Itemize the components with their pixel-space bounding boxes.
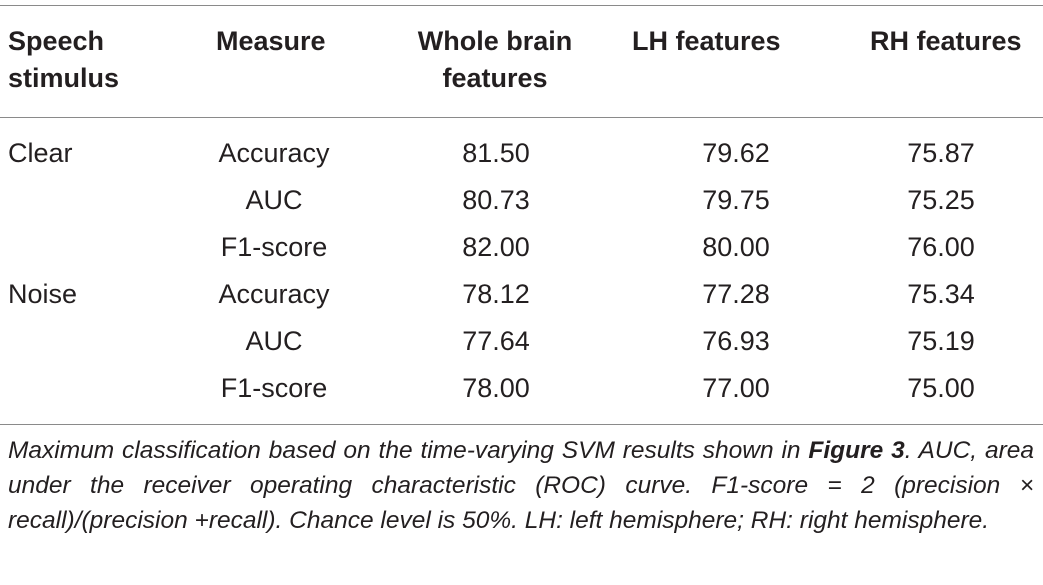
table-row: AUC 77.64 76.93 75.19 (0, 318, 1043, 365)
header-whole-brain-features: Whole brain features (410, 23, 580, 97)
table-row: Noise Accuracy 78.12 77.28 75.34 (0, 271, 1043, 318)
cell-measure: AUC (245, 185, 303, 215)
cell-lh: 79.62 (702, 138, 770, 168)
header-speech-stimulus: Speech stimulus (8, 23, 119, 97)
cell-lh: 80.00 (702, 232, 770, 262)
table-row: F1-score 82.00 80.00 76.00 (0, 224, 1043, 271)
table-caption: Maximum classification based on the time… (8, 433, 1034, 538)
table-row: AUC 80.73 79.75 75.25 (0, 177, 1043, 224)
table-row: F1-score 78.00 77.00 75.00 (0, 365, 1043, 412)
cell-stimulus: Noise (8, 279, 78, 309)
cell-rh: 75.34 (907, 279, 975, 309)
header-lh-features: LH features (632, 26, 781, 56)
header-whole-brain-line2: features (442, 63, 548, 93)
cell-whole-brain: 80.73 (462, 185, 530, 215)
cell-whole-brain: 77.64 (462, 326, 530, 356)
caption-text-part1: Maximum classification based on the time… (8, 437, 809, 464)
cell-lh: 76.93 (702, 326, 770, 356)
header-speech-stimulus-line2: stimulus (8, 63, 120, 93)
header-rule (0, 117, 1043, 118)
cell-rh: 76.00 (907, 232, 975, 262)
header-rh-features: RH features (870, 26, 1022, 56)
cell-measure: AUC (245, 326, 303, 356)
table-top-rule (0, 5, 1043, 6)
cell-measure: Accuracy (218, 279, 330, 309)
table-row: Clear Accuracy 81.50 79.62 75.87 (0, 130, 1043, 177)
cell-rh: 75.00 (907, 373, 975, 403)
cell-measure: Accuracy (218, 138, 330, 168)
cell-rh: 75.25 (907, 185, 975, 215)
cell-whole-brain: 81.50 (462, 138, 530, 168)
cell-whole-brain: 82.00 (462, 232, 530, 262)
cell-rh: 75.87 (907, 138, 975, 168)
results-table-body: Clear Accuracy 81.50 79.62 75.87 AUC 80.… (0, 130, 1043, 412)
cell-whole-brain: 78.00 (462, 373, 530, 403)
cell-lh: 77.00 (702, 373, 770, 403)
cell-lh: 79.75 (702, 185, 770, 215)
cell-measure: F1-score (220, 232, 328, 262)
caption-figure-link[interactable]: Figure 3 (808, 437, 905, 464)
cell-whole-brain: 78.12 (462, 279, 530, 309)
header-whole-brain-line1: Whole brain (417, 26, 573, 56)
cell-stimulus: Clear (8, 138, 73, 168)
cell-measure: F1-score (220, 373, 328, 403)
header-measure: Measure (216, 26, 326, 56)
header-speech-stimulus-line1: Speech (8, 26, 105, 56)
cell-rh: 75.19 (907, 326, 975, 356)
table-bottom-rule (0, 424, 1043, 425)
cell-lh: 77.28 (702, 279, 770, 309)
caption-text-part2: . AUC, area under the receiver operating… (8, 437, 1034, 534)
